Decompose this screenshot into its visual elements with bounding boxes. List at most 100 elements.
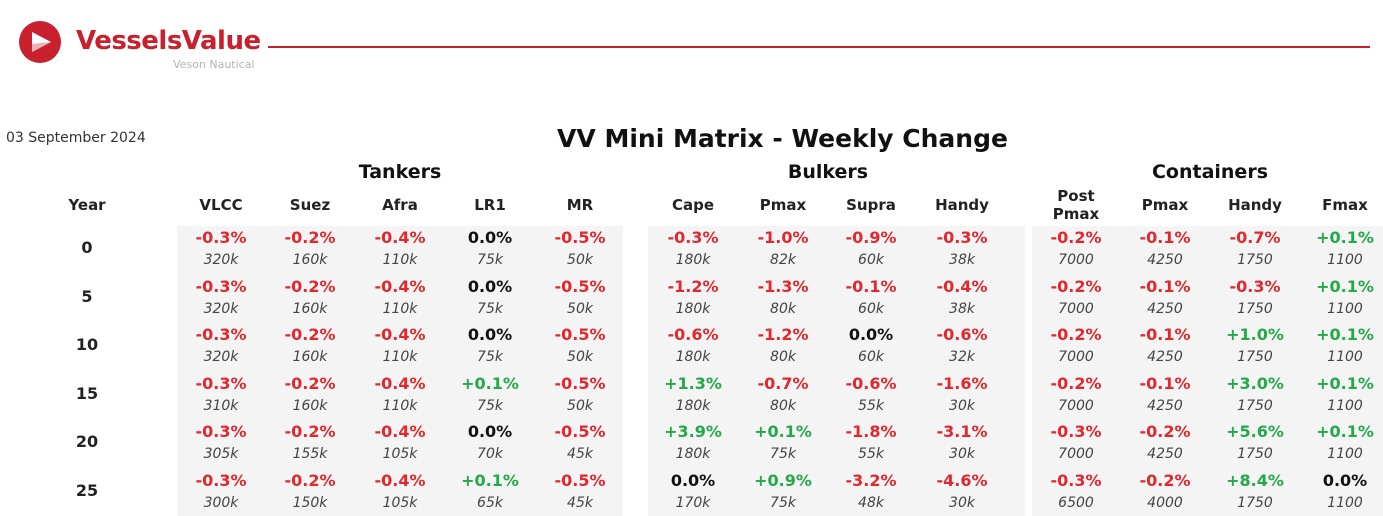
group-background-2 bbox=[1032, 226, 1383, 516]
column-header-containers-post-pmax: Post Pmax bbox=[1052, 187, 1100, 223]
vessel-value-cell: 7000 bbox=[1058, 397, 1094, 414]
vessel-value-cell: 1100 bbox=[1327, 397, 1363, 414]
weekly-change-cell: -0.3% bbox=[195, 422, 247, 441]
year-label: 0 bbox=[81, 238, 93, 257]
vessel-value-cell: 65k bbox=[477, 494, 503, 511]
weekly-change-cell: -0.5% bbox=[554, 276, 606, 296]
vessel-value-cell: 1750 bbox=[1237, 446, 1273, 462]
weekly-change-cell: -0.1% bbox=[1139, 373, 1191, 393]
weekly-change-cell: -0.3% bbox=[936, 228, 988, 247]
vessel-value-cell: 4250 bbox=[1147, 349, 1183, 365]
weekly-change-cell: -0.2% bbox=[284, 325, 336, 344]
column-header-bulkers-cape: Cape bbox=[671, 196, 715, 214]
vessel-value-cell: 4250 bbox=[1147, 252, 1183, 268]
weekly-change-cell: -0.9% bbox=[845, 228, 897, 247]
weekly-change-cell: +1.0% bbox=[1226, 325, 1284, 344]
vessel-value-cell: 6500 bbox=[1058, 494, 1094, 511]
weekly-change-cell: +0.1% bbox=[1316, 422, 1374, 441]
weekly-change-cell: -0.3% bbox=[195, 373, 247, 393]
weekly-change-cell: -0.2% bbox=[284, 276, 336, 296]
weekly-change-cell: -0.5% bbox=[554, 470, 606, 490]
year-column-header: Year bbox=[68, 196, 106, 214]
vessel-value-cell: 180k bbox=[675, 349, 711, 365]
column-header-bulkers-supra: Supra bbox=[846, 196, 896, 214]
column-header-tankers-vlcc: VLCC bbox=[199, 196, 243, 214]
vessel-value-cell: 180k bbox=[675, 300, 711, 317]
header-divider bbox=[268, 46, 1370, 48]
vessel-value-cell: 70k bbox=[477, 446, 503, 462]
vessel-value-cell: 75k bbox=[477, 252, 503, 268]
vessel-value-cell: 310k bbox=[203, 397, 239, 414]
weekly-change-cell: -1.0% bbox=[757, 228, 809, 247]
vessel-value-cell: 60k bbox=[858, 252, 884, 268]
vessel-value-cell: 4250 bbox=[1147, 446, 1183, 462]
weekly-change-cell: +0.9% bbox=[754, 470, 812, 490]
weekly-change-cell: -0.4% bbox=[374, 228, 426, 247]
vessel-value-cell: 75k bbox=[477, 300, 503, 317]
weekly-change-cell: 0.0% bbox=[467, 228, 513, 247]
weekly-change-cell: 0.0% bbox=[1322, 470, 1368, 490]
weekly-change-cell: -0.2% bbox=[1050, 325, 1102, 344]
column-header-tankers-lr1: LR1 bbox=[474, 196, 506, 214]
vessel-value-cell: 60k bbox=[858, 300, 884, 317]
vessel-value-cell: 4250 bbox=[1147, 397, 1183, 414]
weekly-change-cell: -0.4% bbox=[374, 373, 426, 393]
weekly-change-cell: -0.5% bbox=[554, 373, 606, 393]
weekly-change-cell: -0.2% bbox=[1050, 228, 1102, 247]
weekly-change-cell: -0.2% bbox=[1050, 373, 1102, 393]
vessel-value-cell: 7000 bbox=[1058, 446, 1094, 462]
vessel-value-cell: 50k bbox=[567, 397, 593, 414]
vessel-value-cell: 50k bbox=[567, 349, 593, 365]
weekly-change-cell: -3.2% bbox=[845, 470, 897, 490]
brand-subtitle: Veson Nautical bbox=[173, 58, 255, 71]
weekly-change-cell: -0.2% bbox=[1139, 422, 1191, 441]
vessel-value-cell: 45k bbox=[567, 494, 593, 511]
weekly-change-cell: -1.2% bbox=[667, 276, 719, 296]
vessel-value-cell: 110k bbox=[382, 300, 418, 317]
vessel-value-cell: 75k bbox=[770, 494, 796, 511]
weekly-change-cell: -0.4% bbox=[936, 276, 988, 296]
vessel-value-cell: 110k bbox=[382, 397, 418, 414]
weekly-change-cell: +0.1% bbox=[461, 470, 519, 490]
weekly-change-cell: -0.3% bbox=[195, 276, 247, 296]
vessel-value-cell: 180k bbox=[675, 397, 711, 414]
vessel-value-cell: 180k bbox=[675, 446, 711, 462]
report-title: VV Mini Matrix - Weekly Change bbox=[557, 124, 1008, 153]
vessel-value-cell: 150k bbox=[292, 494, 328, 511]
weekly-change-cell: -4.6% bbox=[936, 470, 988, 490]
weekly-change-cell: -0.3% bbox=[1229, 276, 1281, 296]
weekly-change-cell: -0.3% bbox=[1050, 470, 1102, 490]
weekly-change-cell: +3.0% bbox=[1226, 373, 1284, 393]
column-header-bulkers-pmax: Pmax bbox=[759, 196, 807, 214]
vessel-value-cell: 55k bbox=[858, 397, 884, 414]
column-header-tankers-mr: MR bbox=[566, 196, 594, 214]
vessel-value-cell: 1100 bbox=[1327, 494, 1363, 511]
vessel-value-cell: 320k bbox=[203, 252, 239, 268]
weekly-change-cell: -0.3% bbox=[195, 228, 247, 247]
vessel-value-cell: 75k bbox=[477, 349, 503, 365]
vessel-value-cell: 160k bbox=[292, 300, 328, 317]
weekly-change-cell: -0.1% bbox=[1139, 325, 1191, 344]
weekly-change-cell: -0.1% bbox=[845, 276, 897, 296]
vessel-value-cell: 320k bbox=[203, 300, 239, 317]
weekly-change-cell: -0.6% bbox=[936, 325, 988, 344]
weekly-change-cell: +1.3% bbox=[664, 373, 722, 393]
column-header-bulkers-handy: Handy bbox=[935, 196, 989, 214]
weekly-change-cell: -0.2% bbox=[284, 422, 336, 441]
weekly-change-cell: -0.7% bbox=[757, 373, 809, 393]
vessel-value-cell: 1100 bbox=[1327, 252, 1363, 268]
vessel-value-cell: 82k bbox=[770, 252, 796, 268]
year-label: 15 bbox=[75, 383, 99, 403]
weekly-change-cell: -0.4% bbox=[374, 422, 426, 441]
weekly-change-cell: -0.5% bbox=[554, 422, 606, 441]
weekly-change-cell: -0.2% bbox=[284, 470, 336, 490]
vessel-value-cell: 180k bbox=[675, 252, 711, 268]
group-background-0 bbox=[177, 226, 623, 516]
group-title-containers: Containers bbox=[1151, 161, 1269, 183]
weekly-change-cell: 0.0% bbox=[670, 470, 716, 490]
vessel-value-cell: 50k bbox=[567, 300, 593, 317]
vessel-value-cell: 7000 bbox=[1058, 349, 1094, 365]
report-date: 03 September 2024 bbox=[6, 130, 146, 146]
year-label: 10 bbox=[75, 335, 99, 354]
group-title-bulkers: Bulkers bbox=[787, 161, 869, 183]
